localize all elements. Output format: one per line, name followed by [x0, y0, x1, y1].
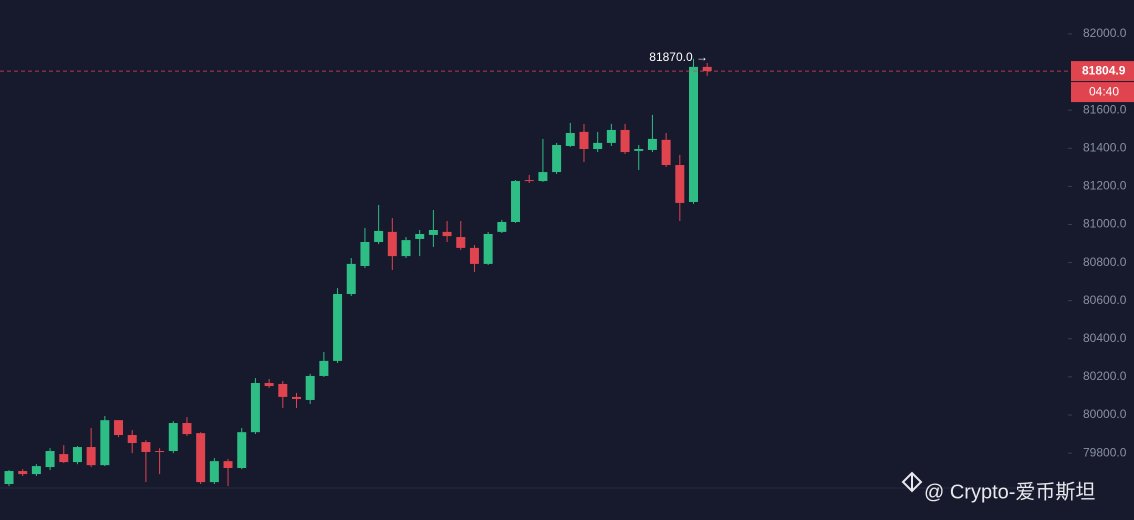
candle-body — [305, 375, 315, 400]
candle-body — [415, 233, 425, 239]
candle-body — [182, 423, 192, 435]
candle-body — [456, 237, 466, 248]
candle-body — [689, 66, 698, 202]
candle-body — [524, 180, 534, 182]
candle-body — [209, 461, 219, 483]
countdown-box — [1071, 82, 1134, 103]
candle-body — [333, 294, 343, 361]
candle-body — [374, 230, 384, 242]
candle-body — [401, 240, 411, 257]
countdown-label: 04:40 — [1089, 84, 1119, 98]
candle-body — [428, 229, 438, 235]
candle-body — [702, 66, 712, 72]
candle-body — [565, 133, 575, 146]
candle-body — [606, 129, 616, 143]
candle-body — [647, 138, 657, 150]
candle-body — [278, 383, 288, 397]
candle-body — [86, 447, 96, 466]
candle-body — [264, 383, 274, 387]
watermark-text: @ Crypto-爱币斯坦 — [924, 480, 1095, 503]
candle-body — [196, 433, 206, 483]
candle-body — [360, 241, 370, 267]
candle-body — [72, 447, 82, 463]
y-tick-label: 82000.0 — [1083, 26, 1127, 40]
y-tick-label: 81600.0 — [1083, 102, 1127, 116]
candle-body — [552, 145, 562, 173]
y-tick-label: 80400.0 — [1083, 331, 1127, 345]
candle-body — [593, 142, 603, 150]
candle-body — [497, 221, 507, 232]
y-tick-label: 81000.0 — [1083, 217, 1127, 231]
candle-body — [59, 454, 69, 463]
candle-body — [237, 432, 247, 468]
candle-body — [579, 131, 589, 150]
candle-body — [100, 420, 110, 466]
watermark-icon — [901, 471, 923, 493]
candle-body — [442, 231, 452, 237]
high-marker-label: 81870.0 → — [649, 50, 708, 64]
candle-body — [319, 360, 329, 376]
candle-body — [634, 149, 644, 151]
candle-body — [387, 231, 397, 257]
candle-body — [4, 471, 14, 484]
candle-body — [675, 165, 685, 203]
candle-body — [620, 129, 630, 153]
y-tick-label: 80800.0 — [1083, 255, 1127, 269]
watermark: @ Crypto-爱币斯坦 — [901, 471, 1095, 503]
candle-body — [661, 139, 671, 166]
candle-body — [538, 172, 548, 182]
y-tick-label: 79800.0 — [1083, 445, 1127, 459]
candle-body — [31, 466, 41, 475]
candle-body — [127, 435, 137, 444]
y-tick-label: 80000.0 — [1083, 407, 1127, 421]
candle-body — [469, 247, 479, 264]
candle-body — [141, 442, 151, 452]
last-price-box — [1071, 61, 1134, 82]
y-tick-label: 80200.0 — [1083, 369, 1127, 383]
candle-body — [346, 263, 356, 295]
last-price-label: 81804.9 — [1082, 63, 1126, 77]
candle-body — [155, 451, 165, 453]
candle-body — [114, 420, 124, 436]
candle-body — [168, 423, 178, 452]
candle-body — [511, 181, 521, 222]
candle-body — [18, 471, 28, 475]
candle-body — [291, 396, 301, 400]
candle-body — [45, 451, 55, 468]
candle-body — [483, 233, 493, 264]
y-tick-label: 81200.0 — [1083, 179, 1127, 193]
y-tick-label: 80600.0 — [1083, 293, 1127, 307]
candle-body — [250, 383, 260, 433]
y-tick-label: 81400.0 — [1083, 140, 1127, 154]
candle-body — [223, 461, 233, 468]
